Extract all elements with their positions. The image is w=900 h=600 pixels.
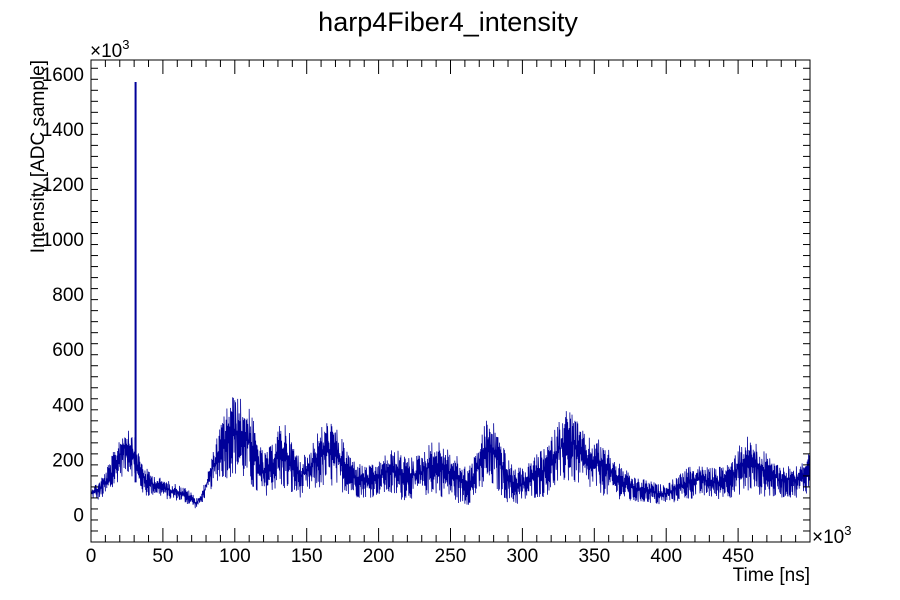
y-tick-label: 200 [52, 450, 84, 471]
x-axis: 0 50 100 150 200 250 300 350 400 450 [86, 60, 811, 567]
x-axis-label: Time [ns] [733, 565, 810, 586]
x-tick-label: 300 [507, 546, 539, 567]
y-multiplier-base: ×10 [90, 41, 122, 62]
x-tick-label: 50 [152, 546, 173, 567]
y-tick-label: 600 [52, 340, 84, 361]
y-tick-label: 1000 [42, 230, 84, 251]
x-multiplier-base: ×10 [812, 527, 844, 548]
x-tick-label: 150 [291, 546, 323, 567]
data-layer [90, 82, 811, 509]
y-tick-label: 1200 [42, 175, 84, 196]
y-tick-label: 0 [73, 505, 84, 526]
y-tick-label: 400 [52, 395, 84, 416]
y-tick-label: 1600 [42, 65, 84, 86]
x-tick-label: 100 [219, 546, 251, 567]
chart-title: harp4Fiber4_intensity [318, 7, 578, 37]
y-tick-label: 1400 [42, 120, 84, 141]
x-tick-label: 450 [722, 546, 754, 567]
x-tick-label: 350 [578, 546, 610, 567]
y-axis: 0 200 400 600 800 1000 1200 1400 1600 [42, 65, 810, 543]
y-tick-label: 800 [52, 285, 84, 306]
x-multiplier-exponent: 3 [844, 523, 851, 538]
y-axis-label: Intensity [ADC sample] [28, 60, 49, 253]
x-tick-label: 400 [650, 546, 682, 567]
x-tick-label: 0 [86, 546, 97, 567]
x-multiplier: ×103 [812, 523, 851, 548]
x-tick-label: 200 [363, 546, 395, 567]
x-tick-label: 250 [435, 546, 467, 567]
y-multiplier-exponent: 3 [122, 37, 129, 52]
series-trace [90, 397, 811, 509]
y-multiplier: ×103 [90, 37, 129, 62]
